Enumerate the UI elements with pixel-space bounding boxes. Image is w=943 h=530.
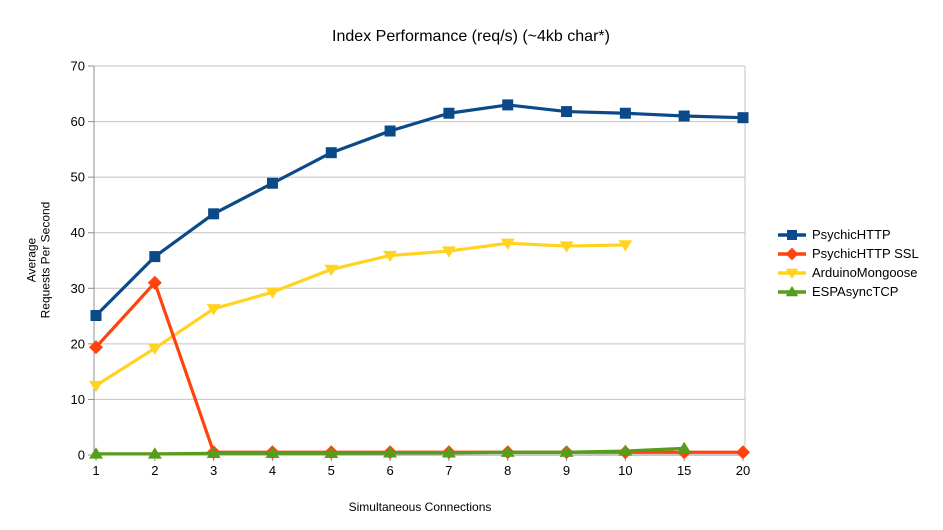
y-axis: 0 10 20 30 40 50 60 70 — [71, 59, 95, 463]
y-tick-label: 70 — [71, 59, 85, 74]
y-tick-label: 60 — [71, 114, 85, 129]
legend-diamond-icon — [778, 247, 806, 260]
data-point-marker — [325, 147, 337, 159]
y-tick-label: 40 — [71, 225, 85, 240]
data-point-marker — [561, 106, 573, 118]
x-tick-label: 4 — [269, 463, 276, 478]
data-point-marker — [89, 447, 103, 459]
x-tick-label: 8 — [504, 463, 511, 478]
data-point-marker — [677, 441, 692, 454]
data-point-marker — [502, 99, 514, 111]
x-tick-label: 1 — [92, 463, 99, 478]
data-point-marker — [500, 238, 515, 250]
legend-triangle-up-icon — [778, 285, 806, 296]
series-psychichttp-ssl — [89, 275, 750, 460]
data-point-marker — [619, 107, 631, 119]
data-point-marker — [90, 310, 102, 322]
y-tick-label: 20 — [71, 336, 85, 351]
data-point-marker — [559, 241, 574, 253]
legend-item: ArduinoMongoose — [777, 263, 919, 282]
data-point-marker — [443, 107, 455, 119]
data-point-marker — [266, 177, 278, 189]
legend-label: ESPAsyncTCP — [812, 284, 899, 299]
data-point-marker — [324, 446, 339, 459]
y-tick-label: 50 — [71, 170, 85, 185]
x-tick-label: 15 — [677, 463, 691, 478]
data-point-marker — [265, 287, 280, 299]
data-point-marker — [265, 446, 280, 459]
legend-label: ArduinoMongoose — [812, 265, 918, 280]
series-psychichttp — [90, 99, 749, 322]
legend-label: PsychicHTTP SSL — [812, 246, 919, 261]
series-espasynctcp — [89, 441, 692, 459]
x-tick-label: 2 — [151, 463, 158, 478]
y-tick-label: 0 — [78, 448, 85, 463]
x-axis: 1 2 3 4 5 6 7 8 9 10 15 20 — [92, 454, 750, 478]
legend-marker — [785, 285, 799, 296]
data-point-marker — [678, 110, 690, 122]
x-tick-label: 9 — [563, 463, 570, 478]
data-point-marker — [149, 251, 161, 263]
data-point-marker — [441, 246, 456, 258]
y-tick-label: 30 — [71, 281, 85, 296]
data-point-marker — [383, 446, 398, 458]
series-line — [94, 281, 745, 454]
data-point-marker — [736, 445, 750, 460]
legend: PsychicHTTP PsychicHTTP SSL ArduinoMongoos… — [777, 225, 919, 301]
data-point-marker — [441, 446, 456, 458]
data-point-marker — [208, 208, 220, 220]
legend-item: PsychicHTTP SSL — [777, 244, 919, 263]
series-line — [94, 241, 627, 388]
series-line — [94, 103, 745, 318]
chart-title: Index Performance (req/s) (~4kb char*) — [332, 28, 610, 45]
legend-triangle-down-icon — [778, 268, 806, 279]
data-point-marker — [147, 275, 162, 290]
x-tick-label: 6 — [386, 463, 393, 478]
gridlines — [94, 65, 746, 455]
x-tick-label: 20 — [736, 463, 750, 478]
data-point-marker — [383, 250, 398, 263]
x-tick-label: 3 — [210, 463, 217, 478]
data-point-marker — [147, 343, 162, 355]
legend-marker — [785, 268, 799, 279]
legend-item: ESPAsyncTCP — [777, 282, 919, 301]
data-point-marker — [89, 340, 103, 355]
data-point-marker — [500, 445, 515, 457]
data-point-marker — [559, 445, 574, 457]
y-tick-label: 10 — [71, 392, 85, 407]
data-point-marker — [89, 380, 103, 393]
x-tick-label: 10 — [618, 463, 632, 478]
series-arduinomongoose — [89, 238, 633, 393]
data-point-marker — [206, 304, 221, 316]
data-point-marker — [618, 444, 633, 456]
data-point-marker — [737, 112, 749, 124]
x-axis-title: Simultaneous Connections — [348, 500, 492, 514]
legend-marker — [785, 247, 799, 260]
data-point-marker — [384, 125, 396, 137]
legend-square-icon — [778, 229, 806, 240]
legend-label: PsychicHTTP — [812, 227, 891, 242]
legend-item: PsychicHTTP — [777, 225, 919, 244]
legend-marker — [787, 229, 797, 240]
x-tick-label: 5 — [328, 463, 335, 478]
data-point-marker — [206, 446, 221, 459]
x-tick-label: 7 — [445, 463, 452, 478]
data-point-marker — [324, 264, 339, 276]
data-point-marker — [147, 447, 162, 459]
data-point-marker — [618, 240, 633, 252]
